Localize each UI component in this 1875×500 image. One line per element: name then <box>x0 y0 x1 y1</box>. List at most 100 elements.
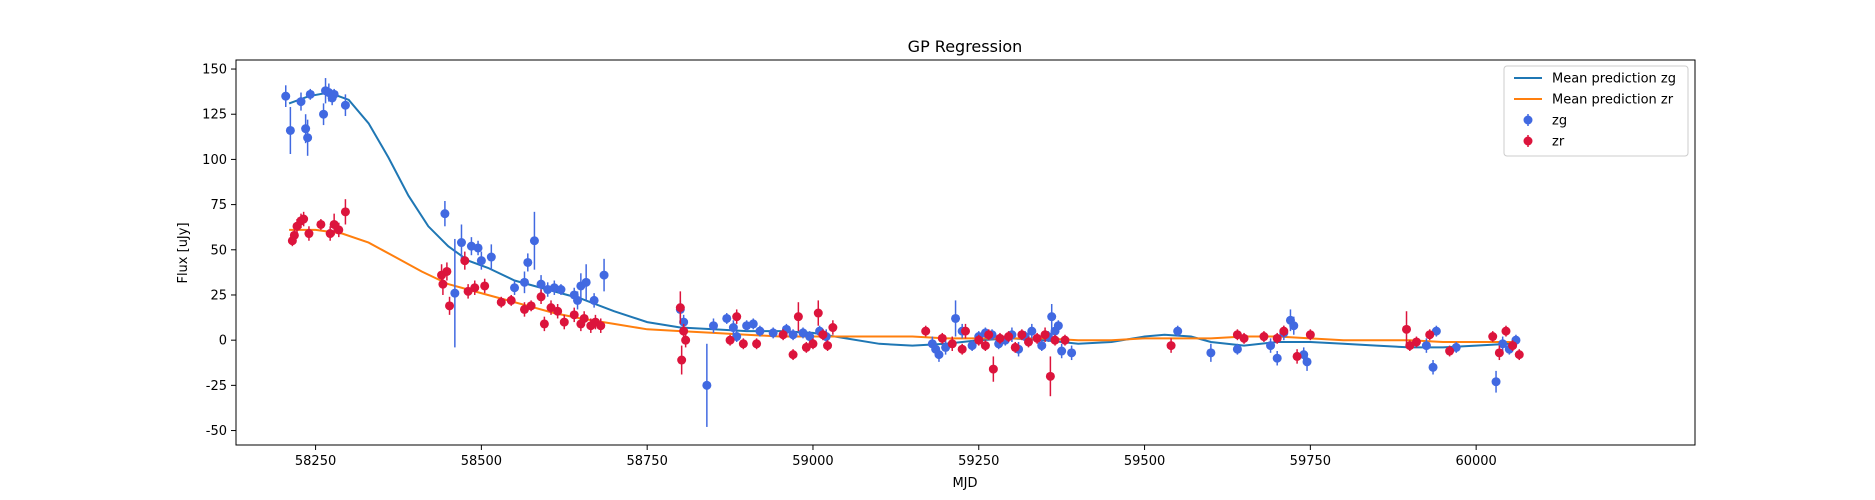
data-point <box>702 380 712 390</box>
data-point <box>1501 326 1511 336</box>
data-point <box>675 303 685 313</box>
data-point <box>961 326 970 336</box>
data-point <box>732 332 742 342</box>
data-point <box>596 321 606 331</box>
data-point <box>496 297 506 307</box>
data-point <box>921 326 931 336</box>
data-point <box>305 89 315 99</box>
data-point <box>506 295 516 305</box>
x-tick-label: 59000 <box>792 454 833 469</box>
x-tick-label: 58500 <box>461 454 502 469</box>
series-layer <box>281 78 1524 427</box>
data-point <box>301 124 311 134</box>
data-point <box>1032 333 1042 343</box>
data-point <box>296 97 306 107</box>
data-point <box>708 321 718 331</box>
data-point <box>523 257 533 267</box>
data-point <box>1508 341 1518 351</box>
data-point <box>980 341 990 351</box>
data-point <box>456 238 466 248</box>
data-point <box>546 303 556 313</box>
data-point <box>974 335 984 345</box>
data-point <box>539 319 549 329</box>
legend-item: zr <box>1523 135 1565 150</box>
data-point <box>285 125 295 135</box>
data-point <box>281 91 291 101</box>
data-point <box>1305 330 1315 340</box>
legend-item: zg <box>1523 114 1567 129</box>
data-point <box>1004 332 1014 342</box>
data-point <box>556 285 566 295</box>
legend-marker-swatch <box>1523 115 1533 125</box>
data-point <box>1050 335 1060 345</box>
data-point <box>1206 348 1216 358</box>
data-point <box>470 283 480 293</box>
data-point <box>988 364 998 374</box>
y-tick-label: 50 <box>210 243 227 258</box>
data-point <box>334 225 344 235</box>
data-point <box>519 277 529 287</box>
data-point <box>529 236 539 246</box>
y-tick-label: 0 <box>219 334 227 349</box>
data-point <box>1060 335 1070 345</box>
y-tick-label: 75 <box>210 198 227 213</box>
data-point <box>1491 377 1501 387</box>
data-point <box>801 342 811 352</box>
data-point <box>793 312 803 322</box>
data-point <box>818 330 828 340</box>
y-tick-label: 125 <box>202 108 227 123</box>
data-point <box>553 306 563 316</box>
data-point <box>984 330 994 340</box>
plot-area <box>281 78 1524 427</box>
data-point <box>934 350 944 360</box>
legend-label: Mean prediction zr <box>1552 93 1674 108</box>
legend: Mean prediction zg Mean prediction zr zg zr <box>1503 65 1689 157</box>
data-point <box>1425 330 1435 340</box>
data-point <box>329 89 339 99</box>
data-point <box>438 279 448 289</box>
y-axis: -50 -25 0 25 50 75 100 125 150 <box>202 63 236 439</box>
y-tick-label: 150 <box>202 63 227 78</box>
data-point <box>1173 326 1183 336</box>
data-point <box>1010 342 1020 352</box>
data-point <box>340 100 350 110</box>
legend-marker-swatch <box>1523 136 1533 146</box>
data-point <box>813 308 823 318</box>
legend-label: Mean prediction zg <box>1552 72 1676 87</box>
data-point <box>1040 330 1050 340</box>
data-point <box>340 207 350 217</box>
data-point <box>486 252 496 262</box>
data-point <box>768 328 778 338</box>
data-point <box>1494 348 1504 358</box>
series-line-mean-prediction-zr <box>289 228 1516 343</box>
data-point <box>299 214 309 224</box>
x-axis-label: MJD <box>952 476 977 491</box>
data-point <box>316 219 326 229</box>
data-point <box>526 301 536 311</box>
data-point <box>1166 341 1176 351</box>
data-point <box>473 243 483 253</box>
legend-label: zr <box>1552 135 1565 150</box>
data-point <box>569 310 579 320</box>
data-point <box>460 256 470 266</box>
data-point <box>995 333 1005 343</box>
data-point <box>798 328 808 338</box>
data-point <box>1421 341 1431 351</box>
y-axis-label: Flux [uJy] <box>176 222 191 283</box>
data-point <box>536 279 546 289</box>
legend-item: Mean prediction zg <box>1514 72 1676 87</box>
data-point <box>805 332 815 342</box>
data-point <box>752 339 762 349</box>
data-point <box>480 281 490 291</box>
data-point <box>732 312 742 322</box>
data-point <box>1053 321 1063 331</box>
data-point <box>1027 326 1037 336</box>
legend-label: zg <box>1552 114 1567 129</box>
data-point <box>722 313 732 323</box>
data-point <box>1514 350 1524 360</box>
data-point <box>1411 337 1421 347</box>
data-point <box>755 326 765 336</box>
data-point <box>1498 339 1508 349</box>
data-point <box>303 133 313 143</box>
data-point <box>510 283 520 293</box>
